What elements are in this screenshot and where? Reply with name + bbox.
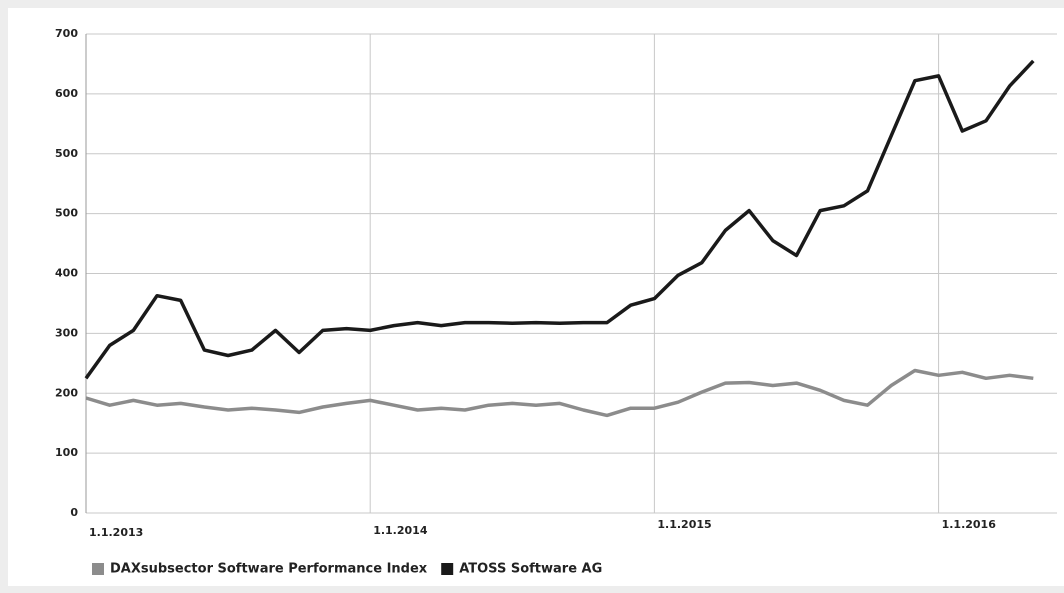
panel [8, 8, 1064, 586]
y-tick-label: 200 [55, 386, 78, 399]
series-line [85, 368, 1034, 418]
x-tick-label: 1.1.2016 [942, 518, 997, 531]
y-tick-label: 100 [55, 446, 78, 459]
legend-swatch [92, 563, 104, 575]
x-tick-label: 1.1.2015 [657, 518, 711, 531]
legend-label: DAXsubsector Software Performance Index [110, 562, 428, 577]
y-tick-label: 500 [55, 207, 78, 220]
y-tick-label: 600 [55, 87, 78, 100]
legend-swatch [441, 563, 454, 575]
legend-label: ATOSS Software AG [459, 562, 602, 577]
x-tick-label: 1.1.2014 [373, 524, 428, 537]
y-tick-label: 300 [55, 326, 78, 339]
y-tick-label: 0 [70, 506, 78, 519]
y-tick-label: 700 [55, 27, 78, 40]
x-tick-label: 1.1.2013 [89, 526, 143, 539]
series-line [84, 59, 1035, 380]
y-tick-label: 500 [55, 147, 78, 160]
y-tick-label: 400 [55, 267, 78, 280]
